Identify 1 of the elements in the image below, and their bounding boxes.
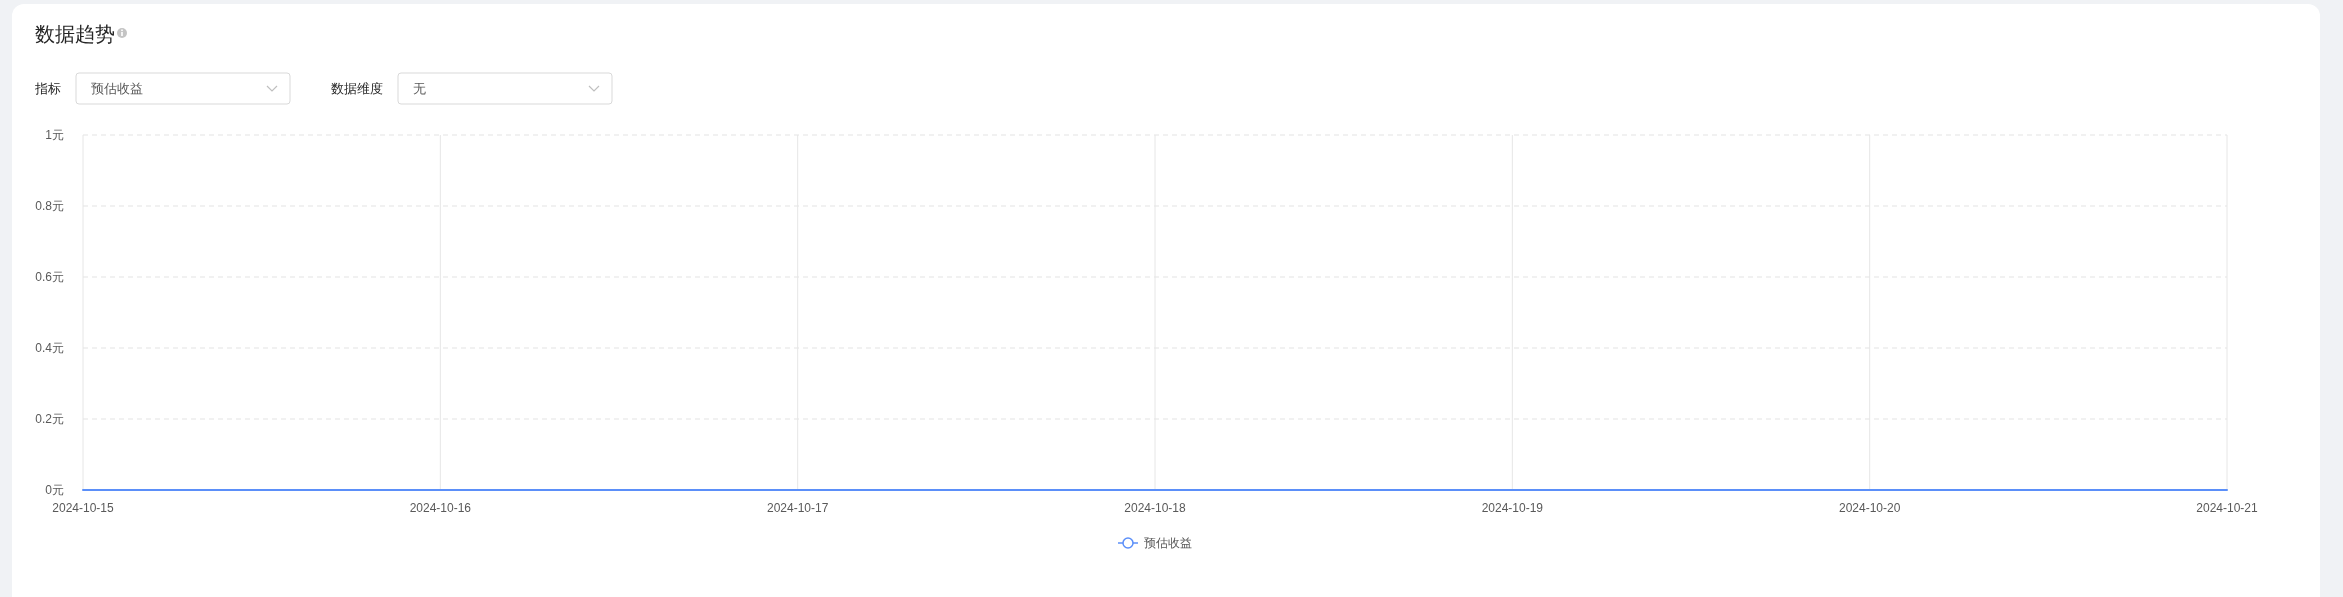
title: 数据趋势 [35,23,115,45]
